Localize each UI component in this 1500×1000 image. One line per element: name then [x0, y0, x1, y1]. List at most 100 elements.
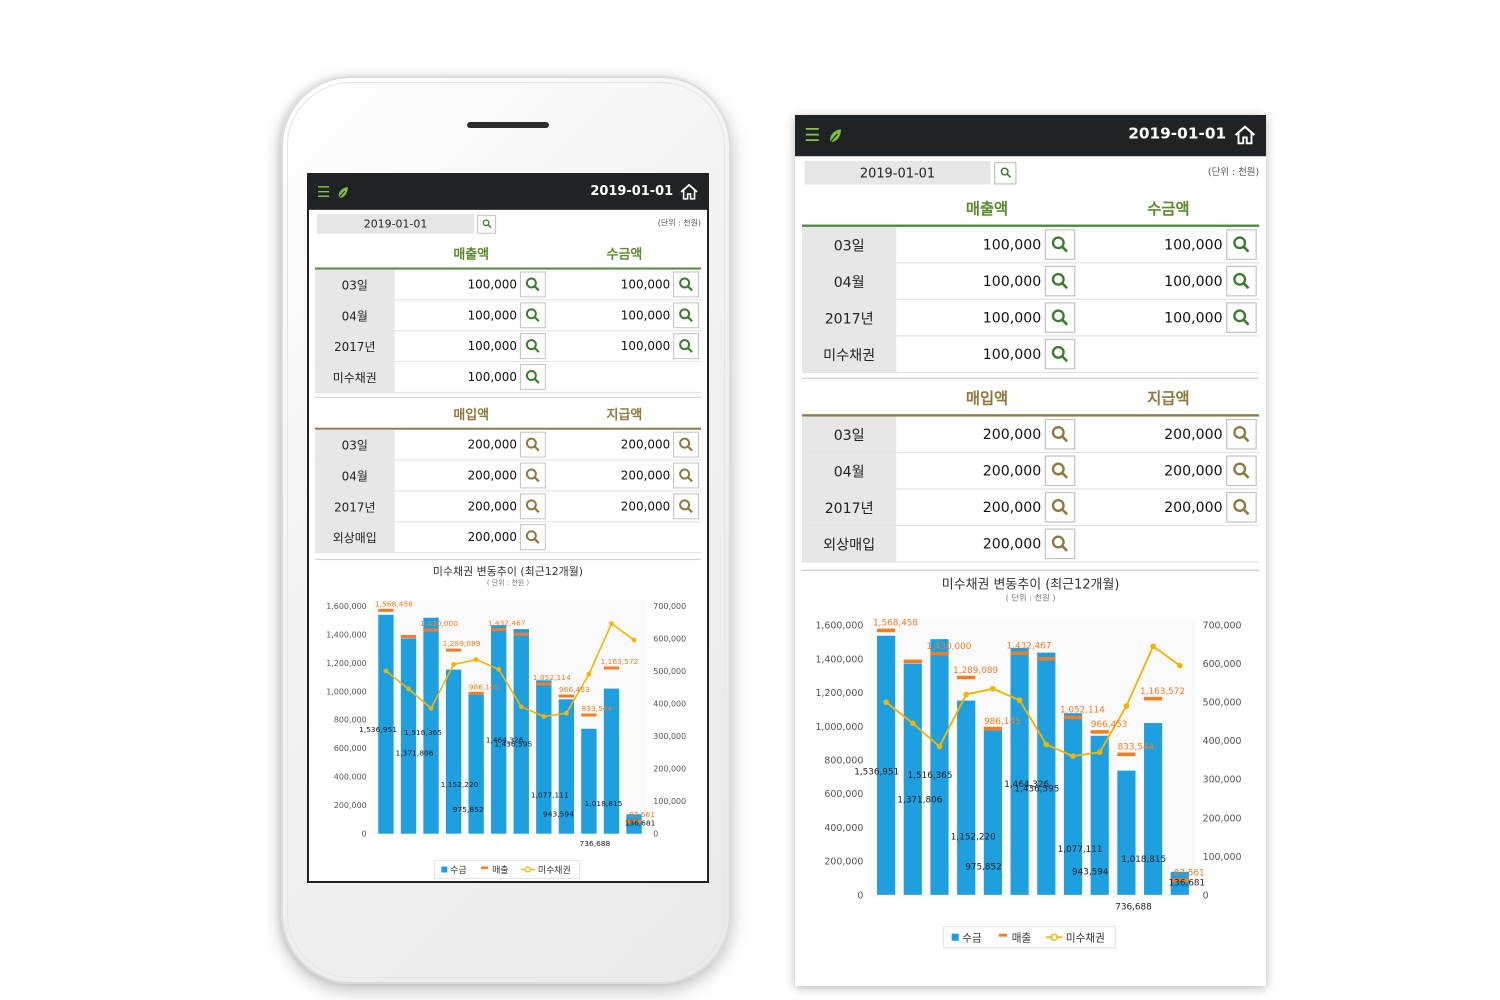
large-app-screen: ☰ 2019-01-01 (단위 : 천원) 매출액 수금액 03일 100,00… — [795, 115, 1266, 986]
y-right-tick-label: 600,000 — [1203, 659, 1242, 670]
menu-icon[interactable]: ☰ — [316, 182, 331, 201]
detail-search-button[interactable] — [1226, 265, 1257, 297]
detail-search-button[interactable] — [519, 271, 546, 298]
legend-box — [942, 926, 1117, 949]
home-icon[interactable] — [1233, 123, 1257, 147]
search-icon — [1051, 425, 1069, 443]
detail-search-button[interactable] — [1044, 302, 1076, 333]
menu-icon[interactable]: ☰ — [804, 124, 821, 146]
bar-collection — [1144, 723, 1163, 895]
value-cell: 200,000 — [1078, 490, 1259, 525]
y-right-tick-label: 400,000 — [653, 699, 686, 708]
bar-data-label: 736,688 — [1115, 903, 1152, 913]
detail-search-button[interactable] — [519, 493, 546, 520]
detail-search-button[interactable] — [673, 431, 700, 458]
date-search-button[interactable] — [477, 214, 497, 234]
purchase-rows: 03일 200,000 200,000 04월 200,000 200,000 2017년 2… — [309, 429, 707, 554]
value-cell: 100,000 — [395, 362, 548, 392]
receivable-point — [936, 743, 943, 750]
search-icon — [679, 339, 693, 353]
y-left-tick-label: 0 — [857, 890, 863, 901]
y-left-tick-label: 800,000 — [334, 716, 367, 725]
sales-data-label: 1,052,114 — [1060, 706, 1105, 716]
receivable-chart: 미수채권 변동추이 (최근12개월)( 단위 : 천원 ) 0 200,000 400… — [802, 569, 1260, 966]
filter-bar: (단위 : 천원) — [309, 210, 707, 238]
row-label: 04월 — [802, 453, 897, 489]
detail-search-button[interactable] — [1044, 418, 1076, 450]
amount-value: 200,000 — [467, 499, 517, 514]
amount-value: 200,000 — [1164, 499, 1223, 516]
sales-header: 매출액 수금액 — [802, 189, 1260, 227]
detail-search-button[interactable] — [1044, 455, 1076, 487]
search-icon — [679, 499, 693, 514]
detail-search-button[interactable] — [673, 333, 700, 360]
sales-marker — [423, 628, 439, 632]
search-icon — [1051, 309, 1069, 326]
detail-search-button[interactable] — [673, 493, 700, 520]
row-label: 04월 — [314, 460, 395, 491]
detail-search-button[interactable] — [673, 271, 700, 298]
sales-marker — [513, 632, 529, 636]
sales-marker — [1144, 696, 1163, 701]
search-icon — [1051, 272, 1069, 290]
sales-data-label: 833,544 — [1118, 743, 1155, 753]
detail-search-button[interactable] — [519, 333, 546, 360]
receivable-point — [563, 710, 569, 716]
sales-rows: 03일 100,000 100,000 04월 100,000 100,000 2017년 1… — [795, 226, 1266, 373]
y-right-tick-label: 700,000 — [1203, 621, 1242, 632]
table-row: 04월 200,000 200,000 — [314, 460, 702, 492]
search-icon — [1051, 535, 1069, 552]
detail-search-button[interactable] — [1044, 338, 1076, 370]
detail-search-button[interactable] — [673, 302, 700, 329]
bar-collection — [581, 728, 597, 834]
value-cell: 200,000 — [1078, 417, 1259, 452]
row-label: 외상매입 — [802, 526, 897, 562]
detail-search-button[interactable] — [519, 431, 546, 458]
detail-search-button[interactable] — [1044, 528, 1076, 560]
home-icon[interactable] — [679, 182, 699, 202]
value-cell — [1078, 336, 1259, 371]
y-right-tick-label: 100,000 — [1203, 852, 1242, 863]
bar-data-label: 1,152,220 — [441, 780, 479, 789]
date-input[interactable] — [316, 213, 475, 234]
detail-search-button[interactable] — [1226, 491, 1257, 523]
y-right-tick-label: 0 — [653, 830, 658, 839]
purchase-header-col1: 매입액 — [965, 390, 1009, 408]
y-left-tick-label: 1,000,000 — [815, 722, 863, 733]
detail-search-button[interactable] — [673, 462, 700, 489]
y-right-tick-label: 200,000 — [1203, 813, 1242, 824]
detail-search-button[interactable] — [1226, 302, 1257, 333]
detail-search-button[interactable] — [519, 462, 546, 489]
chart-title: 미수채권 변동추이 (최근12개월) — [942, 578, 1120, 593]
y-right-tick-label: 0 — [1203, 890, 1209, 901]
detail-search-button[interactable] — [1226, 229, 1257, 260]
table-row: 외상매입 200,000 — [802, 526, 1260, 563]
bar-data-label: 943,594 — [1072, 868, 1109, 878]
purchase-header-col2: 지급액 — [1147, 390, 1190, 408]
y-left-tick-label: 400,000 — [334, 773, 367, 782]
detail-search-button[interactable] — [1226, 418, 1257, 450]
detail-search-button[interactable] — [519, 524, 546, 551]
detail-search-button[interactable] — [1044, 491, 1076, 523]
detail-search-button[interactable] — [519, 302, 546, 329]
y-left-tick-label: 800,000 — [824, 755, 863, 766]
detail-search-button[interactable] — [1226, 455, 1257, 487]
receivable-point — [383, 668, 389, 674]
detail-search-button[interactable] — [519, 364, 546, 390]
date-search-button[interactable] — [994, 161, 1017, 184]
y-left-tick-label: 1,400,000 — [326, 630, 366, 639]
detail-search-button[interactable] — [1044, 229, 1076, 260]
date-input[interactable] — [804, 160, 991, 185]
receivable-point — [518, 704, 524, 710]
legend-label: 미수채권 — [1066, 932, 1105, 944]
amount-value: 200,000 — [467, 530, 517, 545]
phone-speaker — [467, 122, 549, 128]
detail-search-button[interactable] — [1044, 265, 1076, 297]
sales-data-label: 1,568,458 — [873, 619, 918, 629]
bar-collection — [513, 629, 529, 834]
table-row: 04월 100,000 100,000 — [802, 263, 1260, 300]
y-right-tick-label: 500,000 — [653, 667, 686, 676]
sales-data-label: 87,561 — [1174, 868, 1205, 878]
amount-value: 200,000 — [1164, 425, 1223, 443]
sales-data-label: 986,145 — [984, 717, 1021, 727]
